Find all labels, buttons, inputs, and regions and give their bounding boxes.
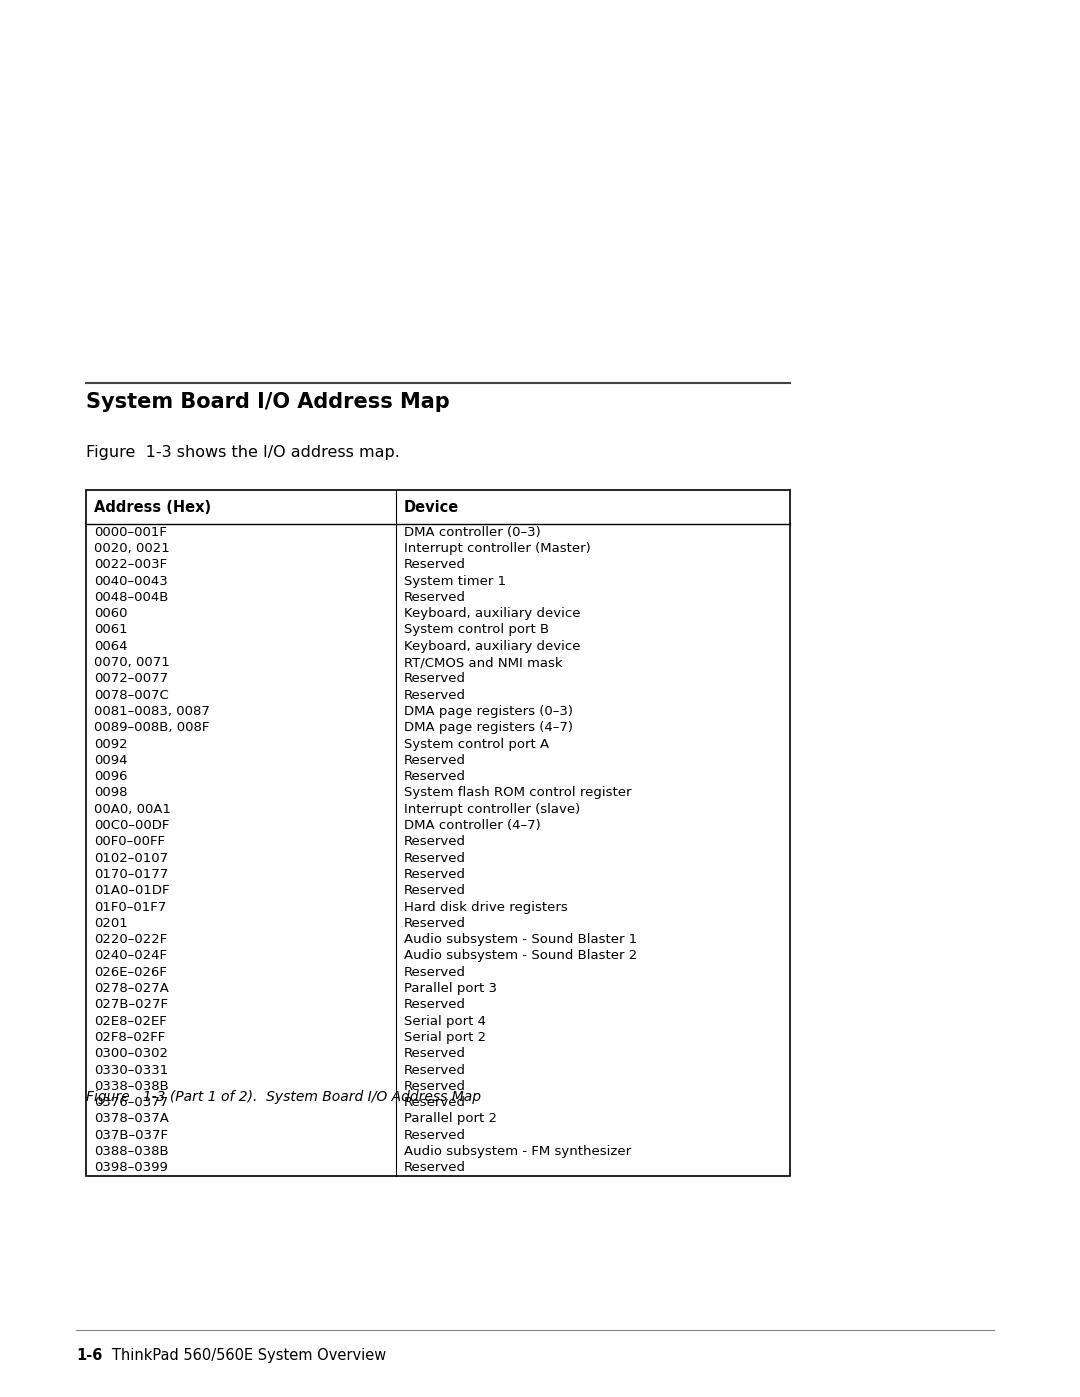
Text: 0378–037A: 0378–037A [94, 1112, 168, 1126]
Text: Figure  1-3 shows the I/O address map.: Figure 1-3 shows the I/O address map. [86, 446, 400, 460]
Text: Interrupt controller (slave): Interrupt controller (slave) [404, 803, 580, 816]
Text: Reserved: Reserved [404, 999, 465, 1011]
Text: DMA page registers (0–3): DMA page registers (0–3) [404, 705, 573, 718]
Text: 0220–022F: 0220–022F [94, 933, 167, 946]
Text: Reserved: Reserved [404, 1080, 465, 1092]
Text: 0078–007C: 0078–007C [94, 689, 168, 701]
Text: Reserved: Reserved [404, 591, 465, 604]
Text: 0060: 0060 [94, 608, 127, 620]
Text: 0096: 0096 [94, 770, 127, 784]
Text: 0064: 0064 [94, 640, 127, 652]
Text: Reserved: Reserved [404, 852, 465, 865]
Text: Audio subsystem - FM synthesizer: Audio subsystem - FM synthesizer [404, 1146, 631, 1158]
Text: DMA page registers (4–7): DMA page registers (4–7) [404, 721, 573, 735]
Text: Parallel port 2: Parallel port 2 [404, 1112, 497, 1126]
Text: Reserved: Reserved [404, 1097, 465, 1109]
Text: 0092: 0092 [94, 738, 127, 750]
Bar [86, 490, 789, 1176]
Text: 0070, 0071: 0070, 0071 [94, 657, 170, 669]
Text: Address (Hex): Address (Hex) [94, 500, 211, 514]
Text: 00A0, 00A1: 00A0, 00A1 [94, 803, 171, 816]
Text: Keyboard, auxiliary device: Keyboard, auxiliary device [404, 608, 581, 620]
Text: 0098: 0098 [94, 787, 127, 799]
Text: Device: Device [404, 500, 459, 514]
Text: 037B–037F: 037B–037F [94, 1129, 168, 1141]
Text: 0170–0177: 0170–0177 [94, 868, 168, 882]
Text: 026E–026F: 026E–026F [94, 965, 167, 979]
Text: 0330–0331: 0330–0331 [94, 1063, 168, 1077]
Text: 0022–003F: 0022–003F [94, 559, 167, 571]
Text: 02F8–02FF: 02F8–02FF [94, 1031, 165, 1044]
Text: Figure   1-3 (Part 1 of 2).  System Board I/O Address Map: Figure 1-3 (Part 1 of 2). System Board I… [86, 1090, 481, 1104]
Text: 0240–024F: 0240–024F [94, 950, 167, 963]
Text: Reserved: Reserved [404, 916, 465, 930]
Text: 0388–038B: 0388–038B [94, 1146, 168, 1158]
Text: DMA controller (4–7): DMA controller (4–7) [404, 819, 541, 833]
Text: 0338–038B: 0338–038B [94, 1080, 168, 1092]
Text: Reserved: Reserved [404, 770, 465, 784]
Text: 0089–008B, 008F: 0089–008B, 008F [94, 721, 210, 735]
Text: 0376–0377: 0376–0377 [94, 1097, 168, 1109]
Text: 0061: 0061 [94, 623, 127, 637]
Text: System Board I/O Address Map: System Board I/O Address Map [86, 393, 449, 412]
Text: Reserved: Reserved [404, 1063, 465, 1077]
Text: Reserved: Reserved [404, 1161, 465, 1175]
Text: 01A0–01DF: 01A0–01DF [94, 884, 170, 897]
Text: Reserved: Reserved [404, 754, 465, 767]
Text: Reserved: Reserved [404, 835, 465, 848]
Text: Reserved: Reserved [404, 559, 465, 571]
Text: Interrupt controller (Master): Interrupt controller (Master) [404, 542, 591, 555]
Text: Hard disk drive registers: Hard disk drive registers [404, 901, 568, 914]
Text: Reserved: Reserved [404, 689, 465, 701]
Text: Reserved: Reserved [404, 672, 465, 686]
Text: 027B–027F: 027B–027F [94, 999, 168, 1011]
Text: 00F0–00FF: 00F0–00FF [94, 835, 165, 848]
Text: 0081–0083, 0087: 0081–0083, 0087 [94, 705, 210, 718]
Text: System timer 1: System timer 1 [404, 574, 507, 588]
Text: 0278–027A: 0278–027A [94, 982, 168, 995]
Text: 0072–0077: 0072–0077 [94, 672, 168, 686]
Text: 1-6: 1-6 [76, 1348, 103, 1363]
Text: Serial port 4: Serial port 4 [404, 1014, 486, 1028]
Text: Reserved: Reserved [404, 884, 465, 897]
Text: Reserved: Reserved [404, 965, 465, 979]
Text: 0094: 0094 [94, 754, 127, 767]
Text: Reserved: Reserved [404, 1129, 465, 1141]
Text: Keyboard, auxiliary device: Keyboard, auxiliary device [404, 640, 581, 652]
Text: System control port B: System control port B [404, 623, 549, 637]
Text: 0201: 0201 [94, 916, 127, 930]
Text: Reserved: Reserved [404, 1048, 465, 1060]
Text: 0048–004B: 0048–004B [94, 591, 168, 604]
Text: 01F0–01F7: 01F0–01F7 [94, 901, 166, 914]
Text: System flash ROM control register: System flash ROM control register [404, 787, 632, 799]
Text: 02E8–02EF: 02E8–02EF [94, 1014, 166, 1028]
Text: 0020, 0021: 0020, 0021 [94, 542, 170, 555]
Text: Audio subsystem - Sound Blaster 2: Audio subsystem - Sound Blaster 2 [404, 950, 637, 963]
Text: Audio subsystem - Sound Blaster 1: Audio subsystem - Sound Blaster 1 [404, 933, 637, 946]
Text: Serial port 2: Serial port 2 [404, 1031, 486, 1044]
Text: 0102–0107: 0102–0107 [94, 852, 168, 865]
Text: 0300–0302: 0300–0302 [94, 1048, 168, 1060]
Text: 0040–0043: 0040–0043 [94, 574, 167, 588]
Text: DMA controller (0–3): DMA controller (0–3) [404, 525, 541, 539]
Text: 0398–0399: 0398–0399 [94, 1161, 167, 1175]
Text: 00C0–00DF: 00C0–00DF [94, 819, 170, 833]
Text: Parallel port 3: Parallel port 3 [404, 982, 497, 995]
Text: Reserved: Reserved [404, 868, 465, 882]
Text: System control port A: System control port A [404, 738, 549, 750]
Text: 0000–001F: 0000–001F [94, 525, 167, 539]
Text: ThinkPad 560/560E System Overview: ThinkPad 560/560E System Overview [98, 1348, 387, 1363]
Text: RT/CMOS and NMI mask: RT/CMOS and NMI mask [404, 657, 563, 669]
